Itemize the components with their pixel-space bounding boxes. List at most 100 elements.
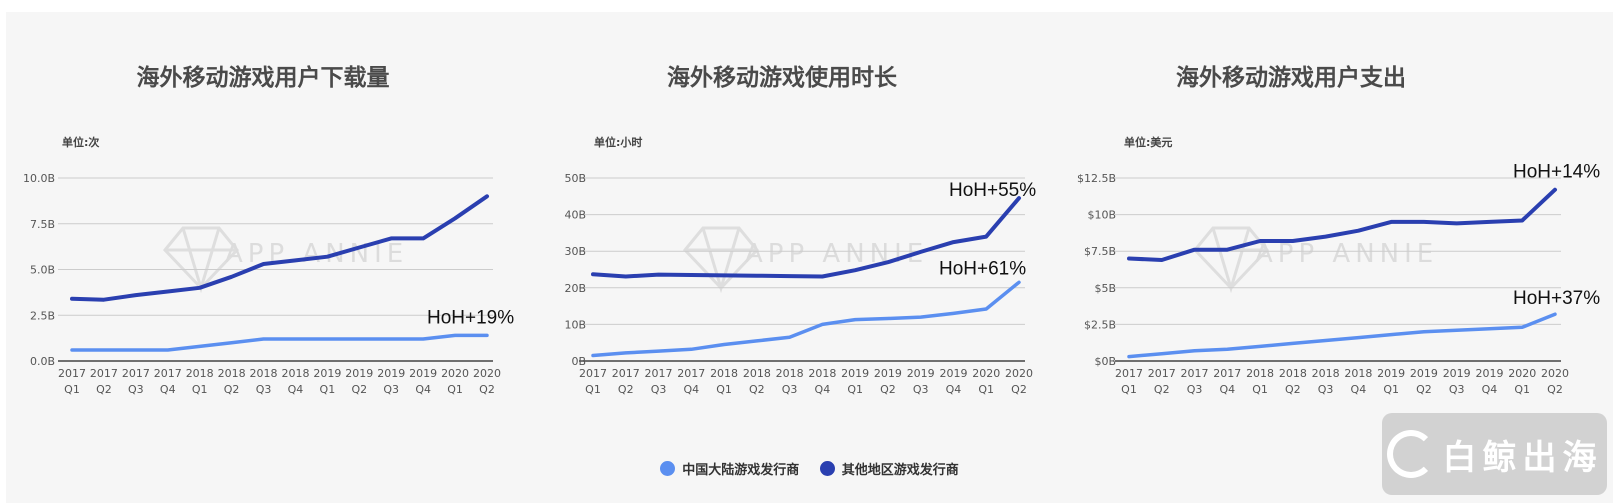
legend-item-other: 其他地区游戏发行商	[819, 459, 959, 478]
watermark-0: APP ANNIE	[163, 226, 408, 294]
unit-label: 单位:次	[62, 135, 99, 149]
x-tick-year: 2018	[743, 367, 771, 380]
annotation-label: HoH+55%	[949, 180, 1036, 201]
x-tick-quarter: Q1	[585, 383, 601, 396]
x-tick-quarter: Q1	[1252, 383, 1268, 396]
x-tick-quarter: Q3	[256, 383, 272, 396]
x-tick-year: 2020	[441, 367, 469, 380]
x-tick-quarter: Q4	[815, 383, 831, 396]
x-tick-quarter: Q2	[1011, 383, 1027, 396]
y-tick-label: $10B	[1087, 209, 1116, 222]
x-tick-year: 2017	[1181, 367, 1209, 380]
x-tick-year: 2019	[1377, 367, 1405, 380]
x-tick-year: 2018	[281, 367, 309, 380]
x-tick-quarter: Q2	[1154, 383, 1170, 396]
x-tick-quarter: Q3	[383, 383, 399, 396]
series-line-other	[70, 194, 489, 302]
x-tick-year: 2020	[1541, 367, 1569, 380]
legend-dot-china	[660, 461, 676, 476]
y-tick-label: 0.0B	[30, 355, 55, 368]
x-tick-quarter: Q1	[1383, 383, 1399, 396]
x-tick-quarter: Q1	[716, 383, 732, 396]
x-tick-year: 2019	[409, 367, 437, 380]
x-tick-year: 2017	[579, 367, 607, 380]
x-tick-year: 2019	[1410, 367, 1438, 380]
x-tick-quarter: Q3	[1449, 383, 1465, 396]
x-tick-year: 2017	[645, 367, 673, 380]
x-tick-year: 2020	[473, 367, 501, 380]
brand-logo-icon	[1386, 430, 1435, 478]
x-tick-year: 2018	[1312, 367, 1340, 380]
y-tick-label: $2.5B	[1084, 318, 1116, 331]
chart-title-spending: 海外移动游戏用户支出	[1176, 65, 1406, 91]
x-tick-quarter: Q2	[880, 383, 896, 396]
x-tick-year: 2018	[776, 367, 804, 380]
x-tick-quarter: Q1	[1514, 383, 1530, 396]
watermark-text: APP ANNIE	[225, 239, 408, 269]
x-tick-year: 2017	[1148, 367, 1176, 380]
x-tick-year: 2019	[345, 367, 373, 380]
x-tick-quarter: Q3	[1187, 383, 1203, 396]
x-tick-year: 2018	[808, 367, 836, 380]
x-tick-quarter: Q4	[1219, 383, 1235, 396]
x-tick-year: 2017	[58, 367, 86, 380]
x-tick-year: 2018	[250, 367, 278, 380]
y-tick-label: 30B	[564, 245, 586, 258]
x-tick-year: 2018	[218, 367, 246, 380]
x-tick-quarter: Q3	[782, 383, 798, 396]
x-tick-quarter: Q3	[128, 383, 144, 396]
x-tick-year: 2019	[313, 367, 341, 380]
legend-dot-other	[819, 461, 835, 476]
unit-label: 单位:小时	[594, 135, 642, 149]
y-tick-label: $0B	[1094, 355, 1116, 368]
x-tick-quarter: Q2	[749, 383, 765, 396]
x-tick-year: 2020	[972, 367, 1000, 380]
x-tick-year: 2019	[907, 367, 935, 380]
x-tick-quarter: Q2	[351, 383, 367, 396]
chart-panel	[6, 12, 1613, 503]
annotation-label: HoH+14%	[1513, 162, 1600, 183]
series-line-china	[70, 333, 489, 352]
y-tick-label: $5B	[1094, 282, 1116, 295]
annotation-label: HoH+37%	[1513, 288, 1600, 309]
x-tick-year: 2017	[612, 367, 640, 380]
x-tick-year: 2017	[90, 367, 118, 380]
watermark-text: APP ANNIE	[1255, 239, 1438, 269]
y-tick-label: 40B	[564, 209, 586, 222]
y-tick-label: $12.5B	[1077, 172, 1116, 185]
x-tick-quarter: Q4	[160, 383, 176, 396]
annotation-label: HoH+61%	[939, 258, 1026, 279]
watermark-text: APP ANNIE	[745, 239, 928, 269]
x-tick-quarter: Q3	[913, 383, 929, 396]
x-tick-year: 2017	[1213, 367, 1241, 380]
x-tick-year: 2017	[154, 367, 182, 380]
x-tick-quarter: Q1	[847, 383, 863, 396]
x-tick-year: 2019	[1443, 367, 1471, 380]
x-tick-quarter: Q1	[447, 383, 463, 396]
x-tick-quarter: Q4	[683, 383, 699, 396]
x-tick-quarter: Q4	[415, 383, 431, 396]
x-tick-year: 2018	[1246, 367, 1274, 380]
x-tick-quarter: Q1	[1121, 383, 1137, 396]
brand-watermark: 白鲸出海	[1382, 413, 1607, 495]
x-tick-year: 2017	[1115, 367, 1143, 380]
x-tick-quarter: Q2	[1416, 383, 1432, 396]
series-line-china	[1127, 312, 1557, 359]
x-tick-year: 2018	[1279, 367, 1307, 380]
x-tick-quarter: Q4	[288, 383, 304, 396]
y-tick-label: 10.0B	[23, 172, 55, 185]
y-tick-label: 50B	[564, 172, 586, 185]
x-tick-quarter: Q1	[192, 383, 208, 396]
legend: 中国大陆游戏发行商 其他地区游戏发行商	[0, 459, 1619, 480]
annotation-label: HoH+19%	[427, 307, 514, 328]
y-tick-label: 5.0B	[30, 264, 55, 277]
brand-text: 白鲸出海	[1442, 437, 1603, 478]
chart-title-downloads: 海外移动游戏用户下载量	[136, 65, 390, 91]
series-line-other	[591, 196, 1021, 279]
legend-label-china: 中国大陆游戏发行商	[682, 463, 800, 478]
x-tick-year: 2018	[710, 367, 738, 380]
x-tick-year: 2019	[377, 367, 405, 380]
x-tick-year: 2020	[1508, 367, 1536, 380]
y-tick-label: 2.5B	[30, 309, 55, 322]
series-line-china	[591, 280, 1021, 358]
